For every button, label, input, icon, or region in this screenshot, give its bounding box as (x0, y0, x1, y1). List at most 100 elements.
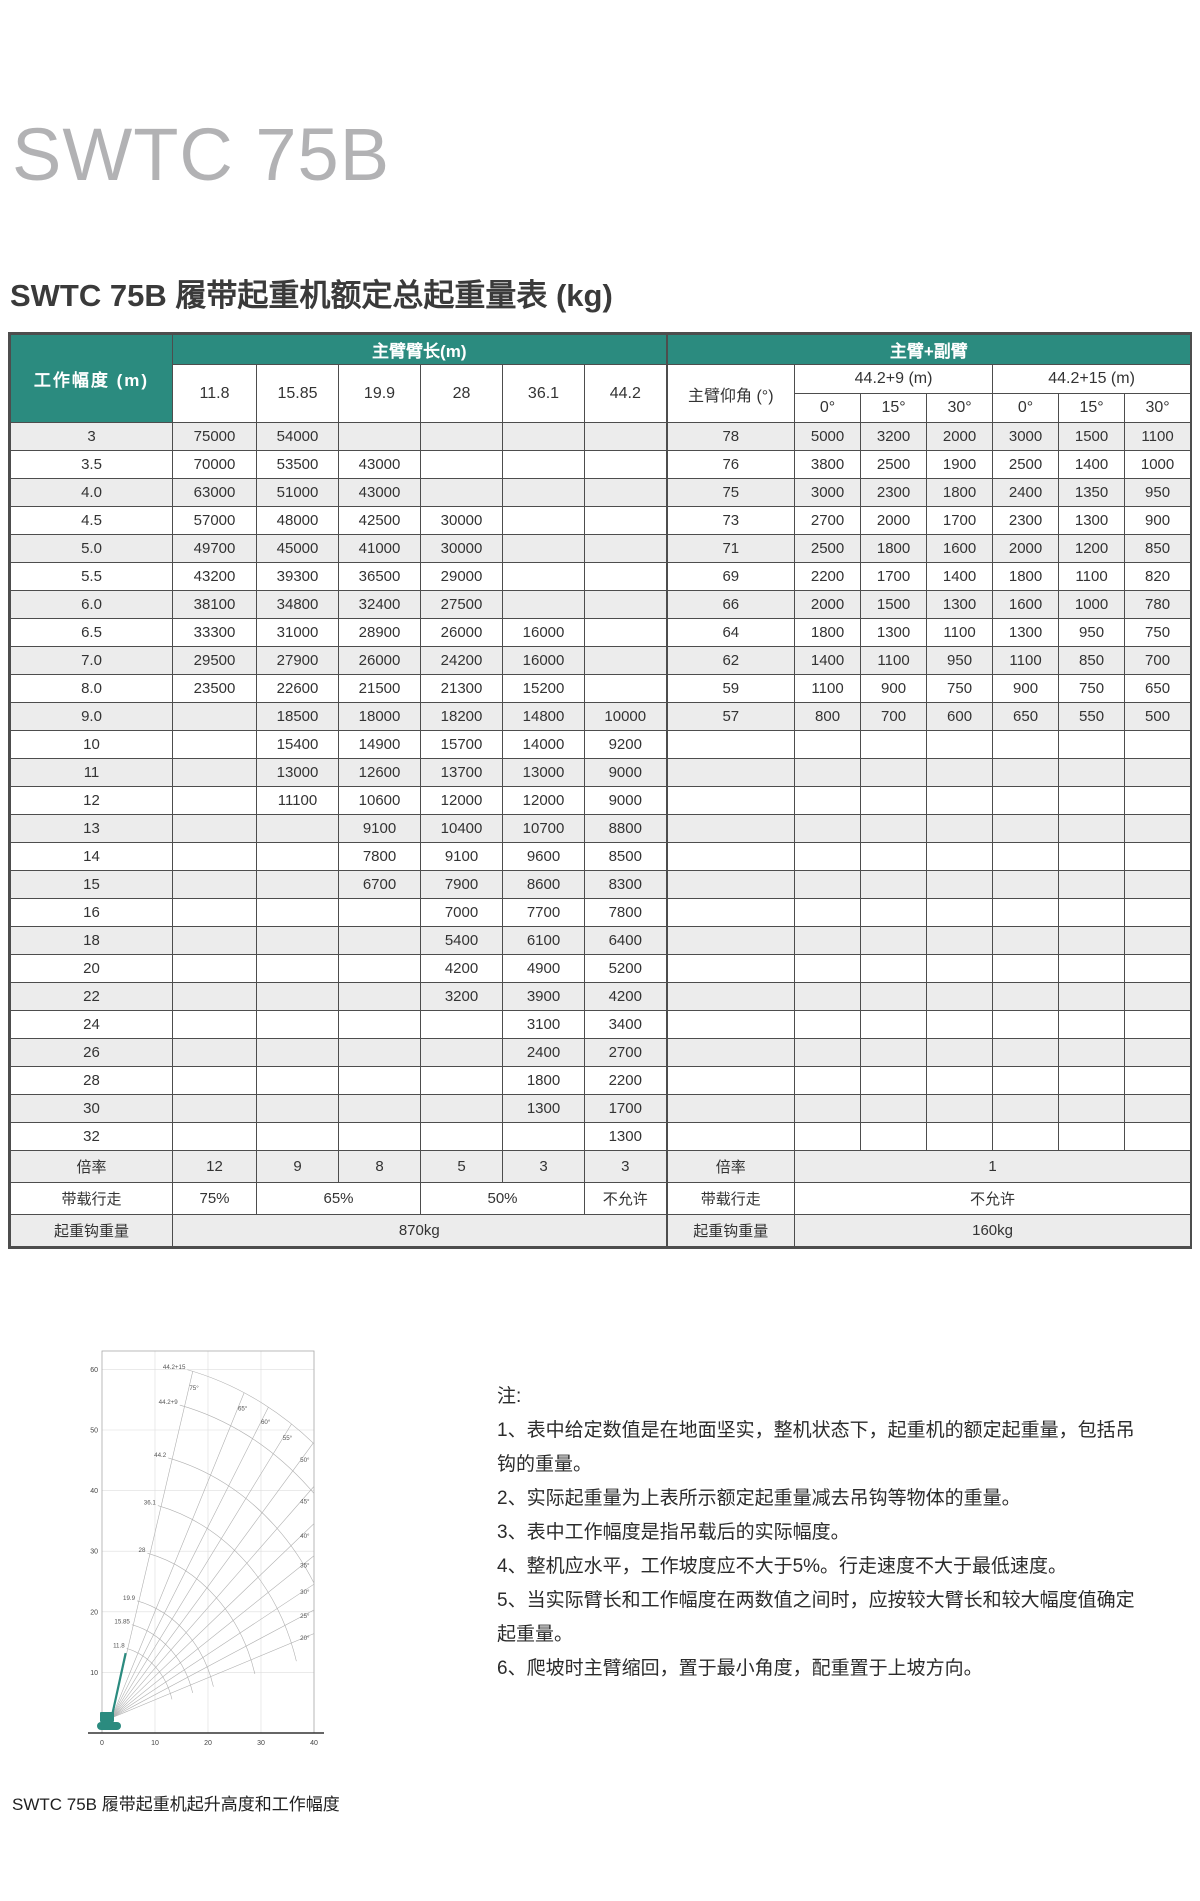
radius-cell: 14 (10, 842, 173, 871)
svg-text:60°: 60° (261, 1419, 271, 1426)
main-capacity-cell: 10700 (502, 814, 585, 843)
main-capacity-cell: 26000 (420, 618, 503, 647)
main-capacity-cell (172, 954, 257, 983)
main-capacity-cell: 1700 (583, 1094, 668, 1123)
note-item: 2、实际起重量为上表所示额定起重量减去吊钩等物体的重量。 (497, 1488, 1021, 1509)
note-item: 3、表中工作幅度是指吊载后的实际幅度。 (497, 1522, 850, 1543)
model-title: SWTC 75B (12, 113, 391, 196)
jib-capacity-cell: 1300 (992, 618, 1060, 647)
main-capacity-cell: 8800 (583, 814, 668, 843)
jib-capacity-cell (860, 1038, 928, 1067)
boom-length-header: 15.85 (256, 364, 339, 423)
ratio-label: 倍率 (665, 1150, 796, 1183)
jib-capacity-cell: 1200 (1058, 534, 1126, 563)
radius-cell: 12 (10, 786, 173, 815)
jib-capacity-cell (860, 898, 928, 927)
main-capacity-cell: 27900 (256, 646, 339, 675)
main-capacity-cell (172, 898, 257, 927)
table-row: 15 6700 7900 8600 8300 (10, 870, 1192, 899)
table-row: 倍率 12 9 8 5 3 3 倍率 1 (10, 1150, 1192, 1183)
jib-capacity-cell (1058, 954, 1126, 983)
main-capacity-cell (256, 954, 339, 983)
main-capacity-cell (172, 814, 257, 843)
jib-capacity-cell (1124, 786, 1192, 815)
main-capacity-cell (256, 1066, 339, 1095)
jib-capacity-cell: 750 (1058, 674, 1126, 703)
main-capacity-cell (256, 926, 339, 955)
main-capacity-cell: 16000 (502, 646, 585, 675)
svg-text:15.85: 15.85 (114, 1619, 130, 1626)
table-title: SWTC 75B 履带起重机额定总起重量表 (kg) (10, 278, 613, 313)
ratio-value: 5 (420, 1150, 503, 1183)
radius-cell: 20 (10, 954, 173, 983)
main-capacity-cell (583, 422, 668, 451)
main-capacity-cell (583, 534, 668, 563)
jib-capacity-cell: 1100 (860, 646, 928, 675)
svg-text:55°: 55° (283, 1435, 293, 1442)
ratio-value: 3 (583, 1150, 668, 1183)
main-capacity-cell: 27500 (420, 590, 503, 619)
jib-capacity-cell (992, 786, 1060, 815)
jib-capacity-cell (1058, 730, 1126, 759)
radius-cell: 11 (10, 758, 173, 787)
jib-capacity-cell (1124, 758, 1192, 787)
main-capacity-cell (338, 954, 421, 983)
jib-capacity-cell (860, 926, 928, 955)
main-capacity-cell (420, 1094, 503, 1123)
ratio-label: 倍率 (10, 1150, 173, 1183)
main-capacity-cell: 7900 (420, 870, 503, 899)
main-capacity-cell (256, 814, 339, 843)
jib-capacity-cell: 850 (1058, 646, 1126, 675)
jib-capacity-cell: 500 (1124, 702, 1192, 731)
svg-text:20°: 20° (300, 1635, 310, 1642)
main-capacity-cell (338, 1038, 421, 1067)
travel-value: 75% (172, 1182, 257, 1215)
jib-capacity-cell: 2000 (794, 590, 862, 619)
radius-cell: 9.0 (10, 702, 173, 731)
main-capacity-cell (420, 422, 503, 451)
main-capacity-cell: 14000 (502, 730, 585, 759)
angle-cell (665, 814, 796, 843)
jib-capacity-cell (794, 786, 862, 815)
jib-capacity-cell: 2400 (992, 478, 1060, 507)
main-capacity-cell: 6700 (338, 870, 421, 899)
main-capacity-cell (172, 702, 257, 731)
svg-text:10: 10 (90, 1670, 98, 1677)
jib-capacity-cell: 1600 (992, 590, 1060, 619)
table-row: 3.5 70000 53500 43000 76 3800 2500 1900 2500 1400… (10, 450, 1192, 479)
main-capacity-cell: 3100 (502, 1010, 585, 1039)
table-row: 32 1300 (10, 1122, 1192, 1151)
jib-capacity-cell (860, 982, 928, 1011)
jib-capacity-cell: 1100 (794, 674, 862, 703)
radius-cell: 18 (10, 926, 173, 955)
jib-angle-header: 15° (1058, 393, 1126, 423)
jib-capacity-cell (794, 1066, 862, 1095)
main-capacity-cell (338, 1010, 421, 1039)
jib-capacity-cell (1058, 926, 1126, 955)
jib-capacity-cell: 3000 (992, 422, 1060, 451)
main-capacity-cell: 9600 (502, 842, 585, 871)
angle-cell: 66 (665, 590, 796, 619)
main-capacity-cell: 32400 (338, 590, 421, 619)
note-item: 6、爬坡时主臂缩回，置于最小角度，配重置于上坡方向。 (497, 1658, 983, 1679)
main-capacity-cell: 51000 (256, 478, 339, 507)
main-capacity-cell: 8600 (502, 870, 585, 899)
main-capacity-cell: 31000 (256, 618, 339, 647)
main-capacity-cell (583, 646, 668, 675)
table-row: 18 5400 6100 6400 (10, 926, 1192, 955)
jib-capacity-cell: 650 (992, 702, 1060, 731)
radius-cell: 5.5 (10, 562, 173, 591)
angle-cell (665, 954, 796, 983)
jib-capacity-cell: 1600 (926, 534, 994, 563)
radius-cell: 6.0 (10, 590, 173, 619)
jib-capacity-cell (1124, 1038, 1192, 1067)
jib-capacity-cell (860, 730, 928, 759)
main-capacity-cell (502, 562, 585, 591)
jib-capacity-cell: 2000 (926, 422, 994, 451)
main-capacity-cell: 18000 (338, 702, 421, 731)
jib-capacity-cell: 1800 (926, 478, 994, 507)
table-row: 8.0 23500 22600 21500 21300 15200 59 1100 900 750… (10, 674, 1192, 703)
angle-cell (665, 926, 796, 955)
table-row: 3 75000 54000 78 5000 3200 2000 3000 1500 1100 (10, 422, 1192, 451)
main-capacity-cell: 7700 (502, 898, 585, 927)
